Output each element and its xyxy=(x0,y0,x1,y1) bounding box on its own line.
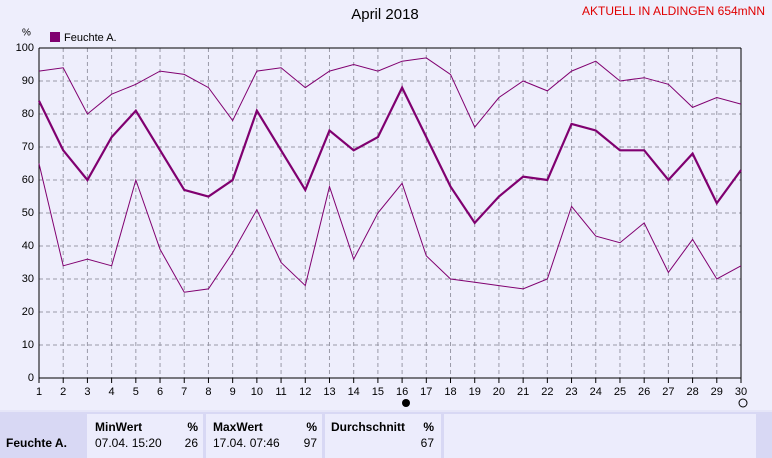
marker xyxy=(402,399,410,407)
line xyxy=(38,57,742,129)
y-tick-label: 100 xyxy=(16,42,34,54)
y-axis-label: % xyxy=(22,28,31,39)
header: MaxWert xyxy=(213,420,263,434)
header: MinWert xyxy=(95,420,142,434)
y-tick-label: 90 xyxy=(22,75,34,87)
x-tick-label: 4 xyxy=(109,386,115,398)
x-tick-label: 7 xyxy=(181,386,187,398)
legend-swatch xyxy=(50,32,60,42)
y-tick-label: 20 xyxy=(22,306,34,318)
y-tick-label: 0 xyxy=(28,372,34,384)
y-tick-label: 50 xyxy=(22,207,34,219)
x-tick-label: 11 xyxy=(275,386,286,398)
x-tick-label: 16 xyxy=(396,386,408,398)
y-tick-label: 60 xyxy=(22,174,34,186)
x-tick-label: 26 xyxy=(638,386,650,398)
x-tick-label: 17 xyxy=(420,386,432,398)
summary-table: Feuchte A. MinWert % 07.04. 15:20 26 Max… xyxy=(0,412,772,458)
line xyxy=(38,163,742,293)
chart-subtitle: AKTUELL IN ALDINGEN 654mNN xyxy=(582,4,765,18)
y-tick-label: 30 xyxy=(22,273,34,285)
x-tick-label: 13 xyxy=(323,386,335,398)
time: 07.04. 15:20 xyxy=(95,436,162,450)
cell xyxy=(444,414,756,458)
unit: % xyxy=(187,420,198,434)
y-tick-label: 40 xyxy=(22,240,34,252)
x-tick-label: 20 xyxy=(493,386,505,398)
line xyxy=(38,85,742,225)
cell xyxy=(325,414,441,458)
x-tick-label: 30 xyxy=(735,386,747,398)
x-tick-label: 24 xyxy=(590,386,602,398)
x-tick-label: 10 xyxy=(251,386,263,398)
marker xyxy=(738,398,748,408)
legend-label: Feuchte A. xyxy=(64,32,117,44)
x-tick-label: 27 xyxy=(662,386,674,398)
x-tick-label: 19 xyxy=(469,386,481,398)
x-tick-label: 29 xyxy=(711,386,723,398)
row-label: Feuchte A. xyxy=(6,436,67,450)
x-tick-label: 21 xyxy=(517,386,529,398)
x-tick-label: 12 xyxy=(299,386,311,398)
value: 26 xyxy=(185,436,199,450)
x-tick-label: 8 xyxy=(205,386,211,398)
x-tick-label: 25 xyxy=(614,386,626,398)
x-tick-label: 18 xyxy=(444,386,456,398)
x-tick-label: 6 xyxy=(157,386,163,398)
value: 97 xyxy=(304,436,318,450)
x-tick-label: 28 xyxy=(686,386,698,398)
background xyxy=(0,0,772,410)
unit: % xyxy=(423,420,434,434)
x-tick-label: 1 xyxy=(36,386,42,398)
header: Durchschnitt xyxy=(331,420,405,434)
x-tick-label: 15 xyxy=(372,386,384,398)
time: 17.04. 07:46 xyxy=(213,436,280,450)
x-tick-label: 9 xyxy=(230,386,236,398)
cell xyxy=(206,414,322,458)
y-tick-label: 70 xyxy=(22,141,34,153)
unit: % xyxy=(306,420,317,434)
x-tick-label: 23 xyxy=(565,386,577,398)
x-tick-label: 22 xyxy=(541,386,553,398)
value: 67 xyxy=(421,436,435,450)
x-tick-label: 14 xyxy=(348,386,360,398)
y-tick-label: 10 xyxy=(22,339,34,351)
x-tick-label: 2 xyxy=(60,386,66,398)
x-tick-label: 3 xyxy=(84,386,90,398)
x-tick-label: 5 xyxy=(133,386,139,398)
y-tick-label: 80 xyxy=(22,108,34,120)
cell xyxy=(87,414,203,458)
chart-title: April 2018 xyxy=(351,6,419,23)
